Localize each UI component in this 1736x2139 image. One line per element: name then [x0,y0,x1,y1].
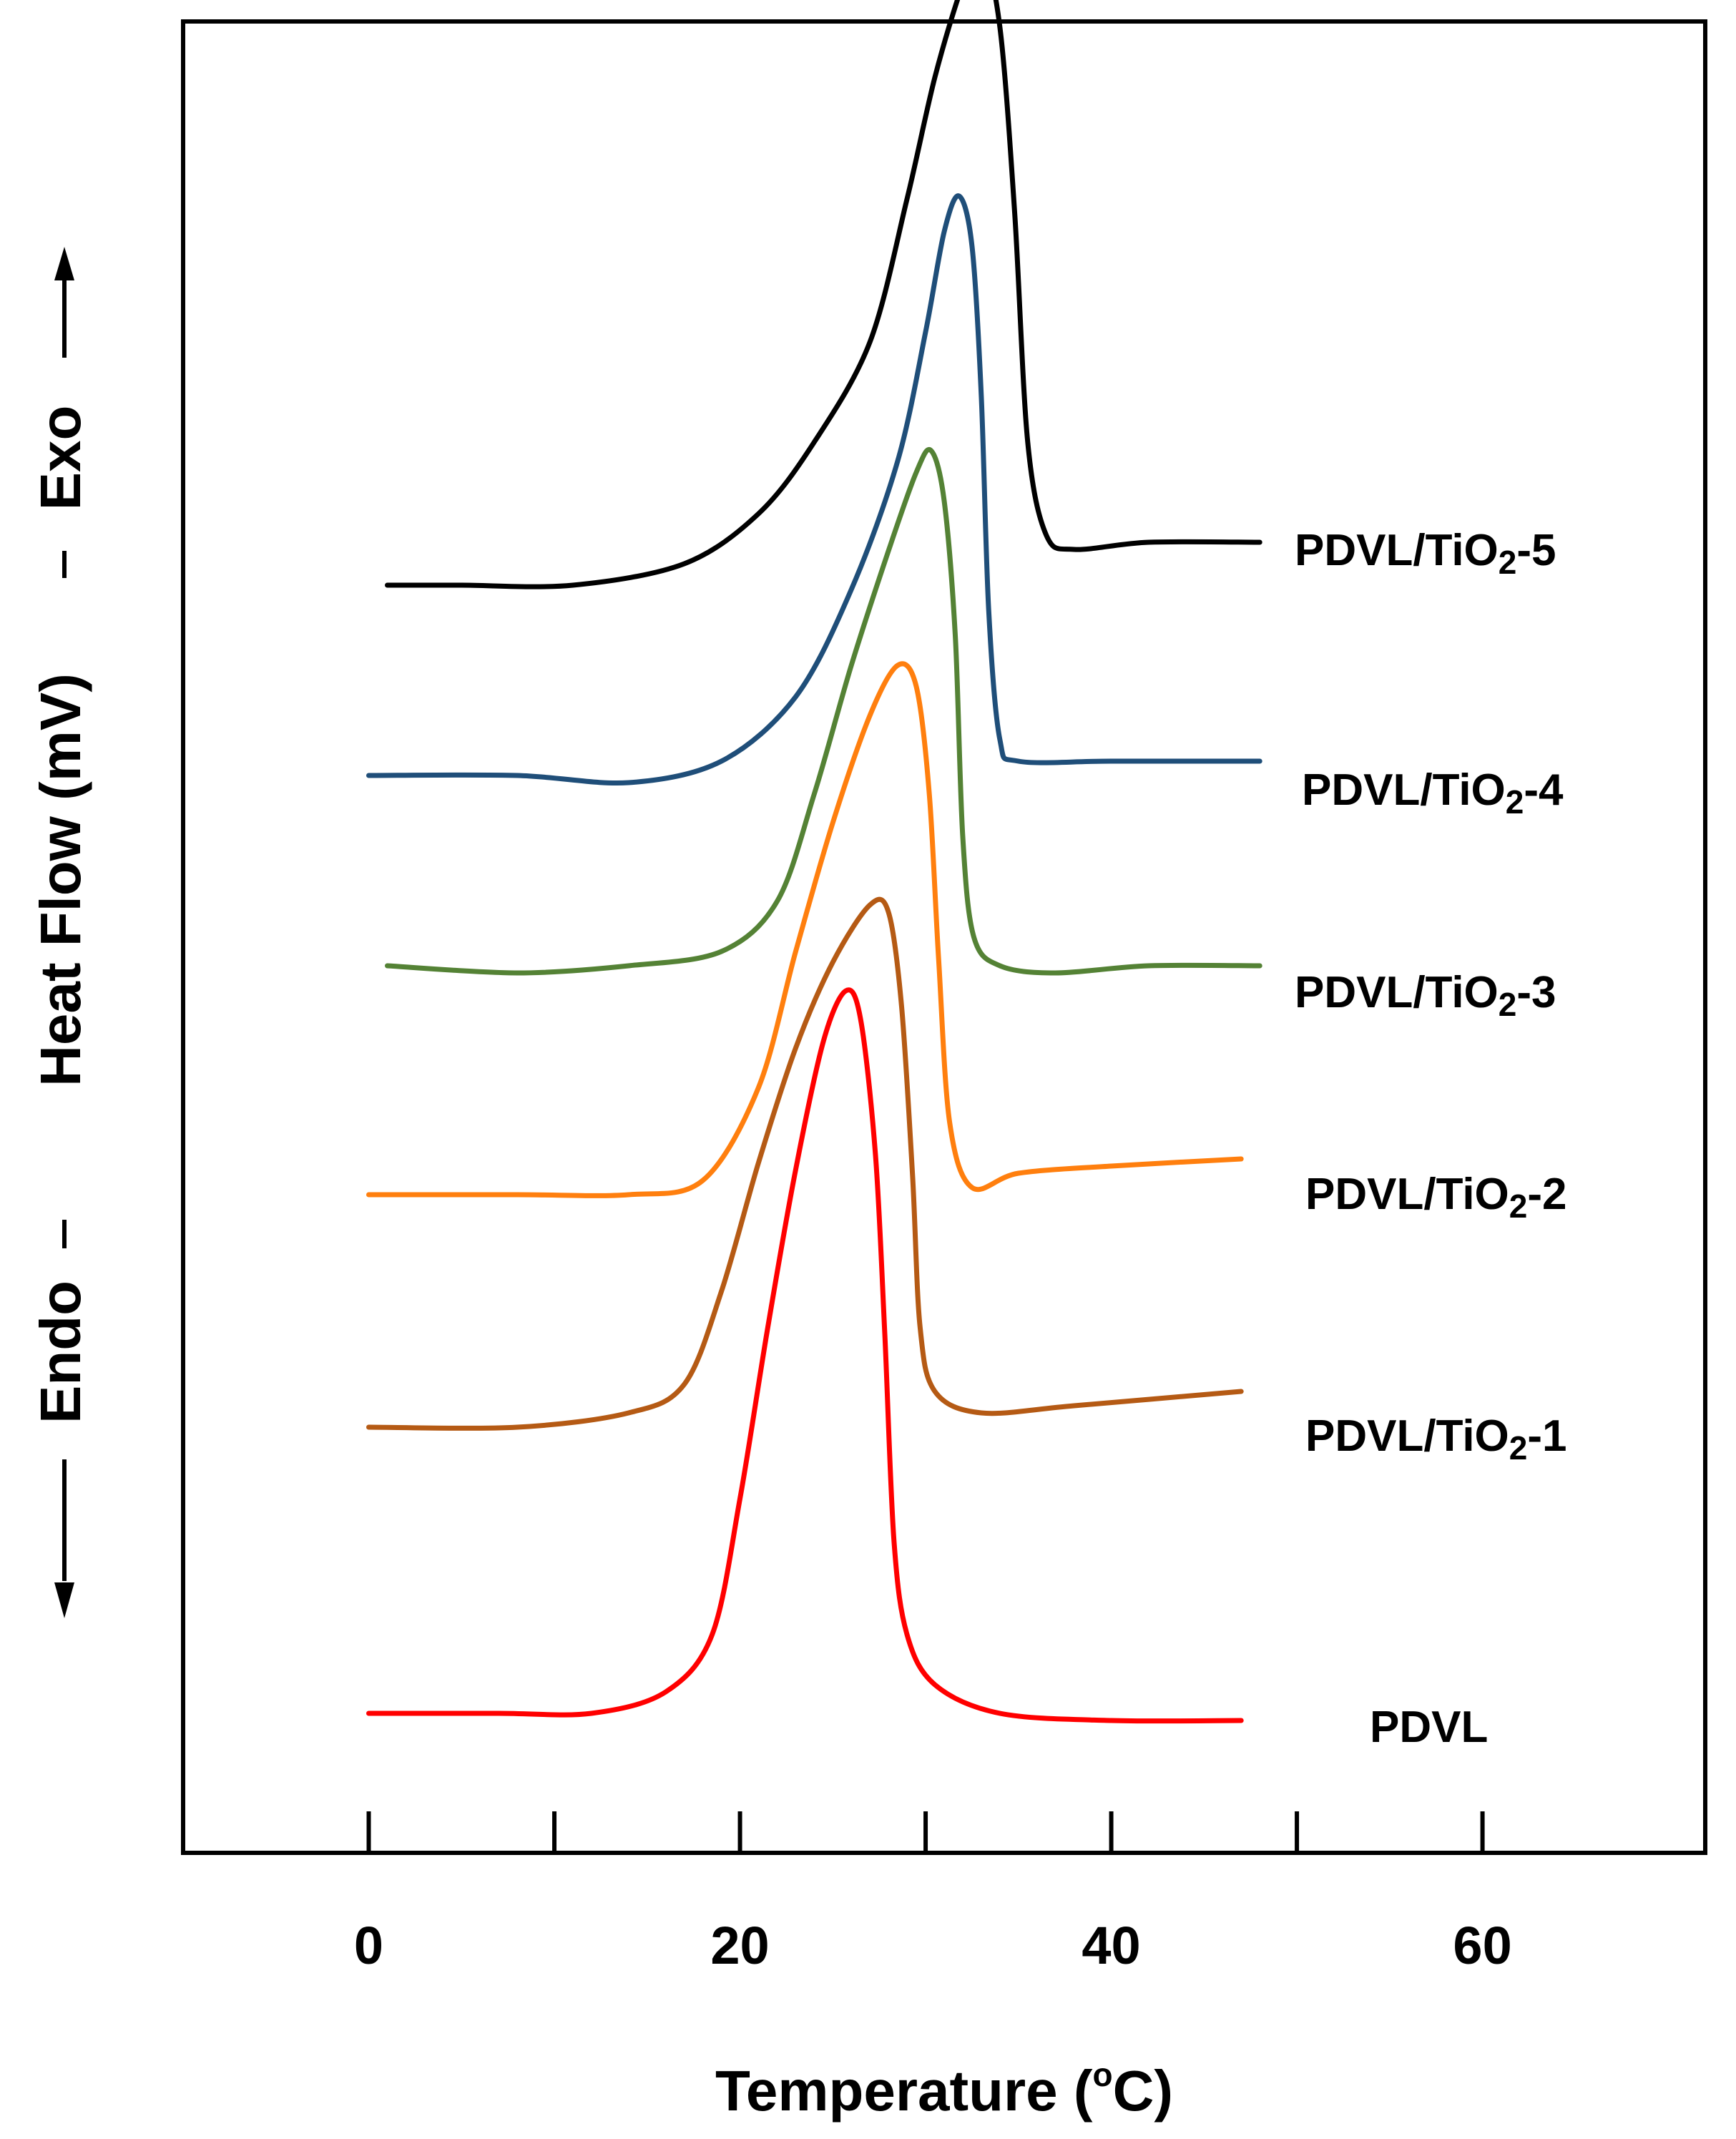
x-axis-ticks [366,1811,1485,1853]
x-axis-tick-labels: 0 20 40 60 [354,1916,1512,1975]
x-axis-title: Temperature (oC) [715,2056,1173,2123]
x-tick-label: 60 [1453,1916,1511,1975]
x-axis-title-unit: C) [1113,2059,1173,2123]
series-label: PDVL/TiO2-3 [1295,968,1556,1023]
x-tick-label: 20 [710,1916,769,1975]
endo-label: Endo [29,1281,92,1424]
y-axis-annotation: Heat Flow (mV) Exo Endo [29,247,92,1618]
series-label: PDVL/TiO2-4 [1302,765,1564,821]
y-axis-title: Heat Flow (mV) [29,673,92,1087]
x-tick-label: 0 [354,1916,383,1975]
series-label: PDVL [1370,1703,1488,1752]
series-line-pdvl [366,987,1244,1724]
x-axis-title-superscript: o [1093,2056,1113,2093]
series-line-pdvl-tio2-4 [366,193,1262,786]
series-labels: PDVL/TiO2-5 PDVL/TiO2-4 PDVL/TiO2-3 PDVL/Ti… [1295,526,1567,1752]
series-line-pdvl-tio2-3 [385,447,1262,976]
x-tick-label: 40 [1082,1916,1140,1975]
endo-arrow-down-icon [54,1582,74,1618]
series-label: PDVL/TiO2-2 [1305,1170,1567,1225]
exo-label: Exo [29,406,92,511]
exo-arrow-up-icon [54,247,74,280]
series-label: PDVL/TiO2-1 [1305,1411,1567,1467]
series-label: PDVL/TiO2-5 [1295,526,1556,581]
series-line-pdvl-tio2-5 [385,0,1262,589]
dsc-curves [366,0,1262,1724]
series-line-pdvl-tio2-2 [366,661,1244,1198]
series-line-pdvl-tio2-1 [366,896,1244,1431]
plot-frame [181,19,1707,1855]
